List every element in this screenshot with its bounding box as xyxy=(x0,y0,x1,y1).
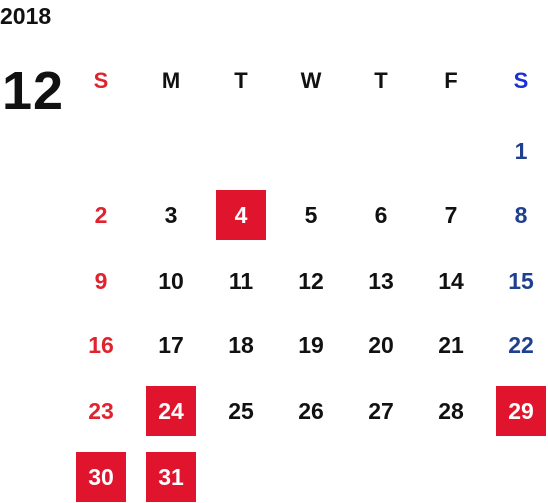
day-cell[interactable]: 19 xyxy=(298,331,324,358)
weekday-header: M xyxy=(161,68,181,93)
weekday-header: S xyxy=(513,68,529,93)
day-cell[interactable]: 13 xyxy=(368,267,394,294)
day-cell[interactable]: 10 xyxy=(158,267,184,294)
day-cell-highlighted[interactable]: 29 xyxy=(496,386,546,436)
day-cell-highlighted[interactable]: 24 xyxy=(146,386,196,436)
day-cell[interactable]: 12 xyxy=(298,267,324,294)
weekday-header: T xyxy=(374,68,388,93)
weekday-header: T xyxy=(234,68,248,93)
day-cell-highlighted[interactable]: 30 xyxy=(76,452,126,502)
day-cell[interactable]: 28 xyxy=(438,397,464,424)
day-cell[interactable]: 26 xyxy=(298,397,324,424)
day-cell[interactable]: 2 xyxy=(94,201,108,228)
year-label: 2018 xyxy=(0,3,52,29)
weekday-header: F xyxy=(444,68,458,93)
day-cell[interactable]: 16 xyxy=(88,331,114,358)
day-cell[interactable]: 17 xyxy=(158,331,184,358)
weekday-header: W xyxy=(300,68,322,93)
day-cell-highlighted[interactable]: 31 xyxy=(146,452,196,502)
day-cell[interactable]: 11 xyxy=(228,267,254,294)
day-cell[interactable]: 23 xyxy=(88,397,114,424)
weekday-header: S xyxy=(93,68,109,93)
day-cell-highlighted[interactable]: 4 xyxy=(216,190,266,240)
day-cell[interactable]: 21 xyxy=(438,331,464,358)
day-cell[interactable]: 15 xyxy=(508,267,534,294)
day-cell[interactable]: 9 xyxy=(94,267,108,294)
day-cell[interactable]: 7 xyxy=(444,201,458,228)
day-cell[interactable]: 6 xyxy=(374,201,388,228)
day-cell[interactable]: 18 xyxy=(228,331,254,358)
day-cell[interactable]: 8 xyxy=(514,201,528,228)
day-cell[interactable]: 22 xyxy=(508,331,534,358)
day-cell[interactable]: 27 xyxy=(368,397,394,424)
day-cell[interactable]: 5 xyxy=(304,201,318,228)
day-cell[interactable]: 1 xyxy=(514,137,528,164)
month-label: 12 xyxy=(2,61,65,121)
day-cell[interactable]: 3 xyxy=(164,201,178,228)
day-cell[interactable]: 25 xyxy=(228,397,254,424)
day-cell[interactable]: 14 xyxy=(438,267,464,294)
day-cell[interactable]: 20 xyxy=(368,331,394,358)
